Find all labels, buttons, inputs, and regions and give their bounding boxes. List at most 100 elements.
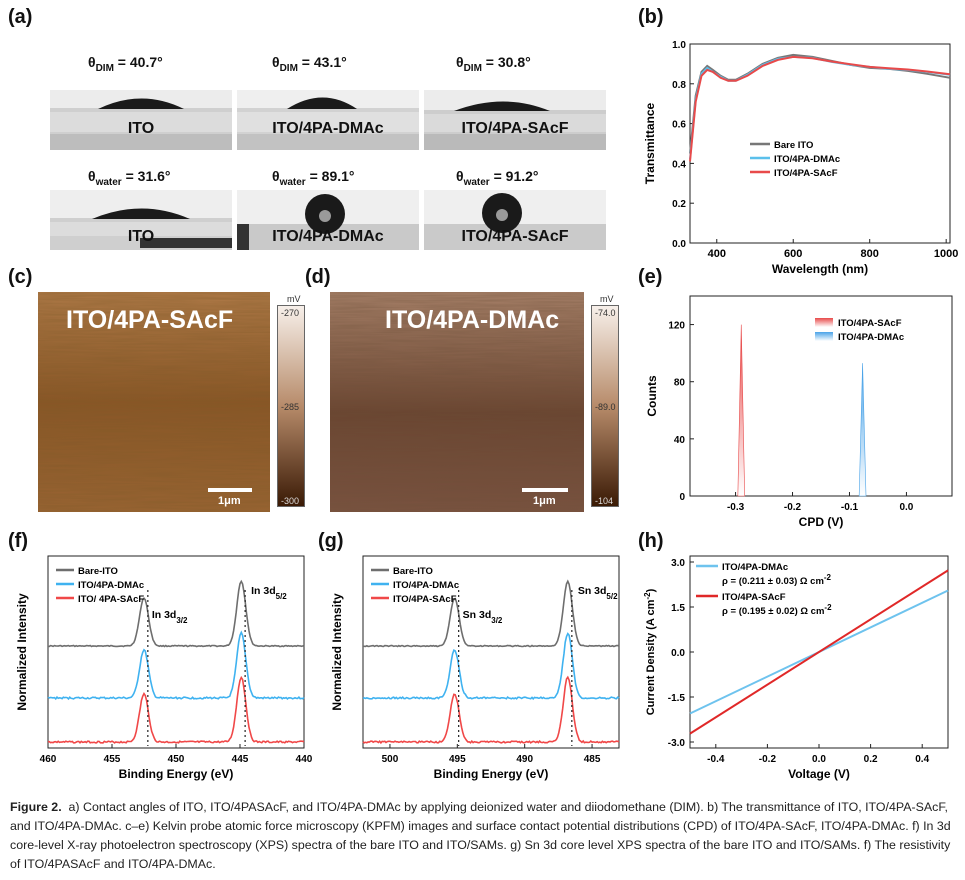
colorbar-mid: -285: [281, 402, 300, 412]
x-tick-label: 490: [516, 754, 533, 765]
x-tick-label: -0.1: [841, 502, 859, 513]
x-tick-label: 455: [104, 754, 121, 765]
angle-label-dim-sacf: θDIM = 30.8°: [456, 54, 531, 74]
spectrum-1: [47, 630, 305, 701]
x-axis-label: Voltage (V): [788, 767, 850, 781]
legend-swatch: [815, 318, 833, 327]
legend-label: ITO/4PA-DMAc: [722, 562, 788, 573]
scale-bar: [208, 488, 252, 492]
y-tick-label: 0.4: [672, 159, 686, 170]
panel-label-b: (b): [638, 6, 664, 28]
panel-label-h: (h): [638, 530, 664, 552]
x-tick-label: 400: [708, 248, 726, 260]
legend-label: ITO/4PA-DMAc: [838, 332, 904, 343]
colorbar-mid: -89.0: [595, 402, 616, 412]
y-tick-label: 0.0: [672, 239, 686, 250]
photo-dim-sacf: ITO/4PA-SAcF: [424, 90, 606, 150]
legend-label: ITO/ 4PA-SAcF: [78, 594, 144, 605]
photo-water-ito: ITO: [50, 190, 232, 250]
x-tick-label: 800: [861, 248, 879, 260]
distribution-peak-1: [858, 363, 867, 497]
x-tick-label: -0.3: [727, 502, 745, 513]
plot-frame: [689, 295, 953, 497]
y-tick-label: 0.0: [671, 648, 685, 659]
y-axis-label: Transmittance: [643, 102, 657, 184]
legend-label: Bare-ITO: [393, 566, 433, 577]
y-tick-label: 80: [674, 378, 686, 389]
colorbar-top: -270: [281, 308, 300, 318]
x-tick-label: 450: [168, 754, 185, 765]
x-tick-label: -0.2: [759, 754, 777, 765]
plot-frame: [689, 43, 951, 244]
y-axis-label: Normalized Intensity: [330, 593, 344, 711]
figure-caption-text: a) Contact angles of ITO, ITO/4PASAcF, a…: [10, 800, 951, 871]
colorbar-top: -74.0: [595, 308, 616, 318]
legend-swatch: [815, 332, 833, 341]
resistivity-label: ρ = (0.211 ± 0.03) Ω cm-2: [722, 573, 832, 588]
spectrum-2: [47, 675, 305, 744]
angle-label-dim-ito: θDIM = 40.7°: [88, 54, 163, 74]
xps-in3d-chart: 460 455 450 445 440 Binding Energy (eV) Normal…: [15, 555, 313, 781]
transmittance-chart: 400 600 800 1000 0.0 0.2 0.4 0.6 0.8 1.0 Wavelengt…: [643, 40, 958, 276]
x-tick-label: -0.4: [707, 754, 725, 765]
colorbar-unit: mV: [287, 294, 301, 304]
spectrum-2: [362, 675, 620, 745]
resistivity-label: ρ = (0.195 ± 0.02) Ω cm-2: [722, 603, 832, 618]
y-tick-label: 0.8: [672, 80, 686, 91]
x-tick-label: 600: [784, 248, 802, 260]
photo-water-dmac: ITO/4PA-DMAc: [237, 190, 419, 250]
colorbar-unit: mV: [600, 294, 614, 304]
x-tick-label: 0.4: [915, 754, 929, 765]
panel-label-g: (g): [318, 530, 344, 552]
colorbar-bottom: -300: [281, 496, 300, 506]
x-tick-label: 495: [449, 754, 466, 765]
y-tick-label: 120: [668, 321, 685, 332]
distribution-peak-0: [737, 324, 745, 497]
legend-label: ITO/4PA-SAcF: [393, 594, 457, 605]
y-tick-label: 1.0: [672, 40, 686, 51]
legend-label: ITO/4PA-DMAc: [774, 154, 840, 165]
y-tick-label: 40: [674, 435, 686, 446]
x-tick-label: 500: [382, 754, 399, 765]
colorbar-dmac: [591, 305, 619, 507]
substrate-label: ITO/4PA-DMAc: [272, 120, 384, 137]
figure-caption: Figure 2. a) Contact angles of ITO, ITO/…: [10, 798, 960, 874]
peak-annotation: In 3d5/2: [251, 585, 287, 601]
x-tick-label: 460: [40, 754, 57, 765]
panel-label-f: (f): [8, 530, 28, 552]
plot-frame: [362, 555, 620, 749]
kpfm-title: ITO/4PA-SAcF: [66, 306, 234, 334]
angle-label-dim-dmac: θDIM = 43.1°: [272, 54, 347, 74]
scale-bar: [522, 488, 568, 492]
peak-annotation: Sn 3d3/2: [463, 609, 503, 625]
x-tick-label: 445: [232, 754, 249, 765]
colorbar-bottom: -104: [595, 496, 614, 506]
substrate-label: ITO/4PA-SAcF: [461, 228, 569, 245]
figure-caption-label: Figure 2.: [10, 800, 62, 814]
angle-label-water-ito: θwater = 31.6°: [88, 168, 171, 188]
panel-label-c: (c): [8, 266, 33, 288]
panel-label-d: (d): [305, 266, 331, 288]
peak-annotation: In 3d3/2: [152, 609, 188, 625]
colorbar-sacf: [277, 305, 305, 507]
x-tick-label: 0.0: [899, 502, 913, 513]
spectrum-1: [362, 632, 620, 701]
y-tick-label: 0.2: [672, 199, 686, 210]
xps-sn3d-chart: 500 495 490 485 Binding Energy (eV) Normalize…: [330, 555, 620, 781]
y-axis-label: Current Density (A cm-2): [643, 588, 658, 715]
legend-label: ITO/4PA-DMAc: [393, 580, 459, 591]
kpfm-image-sacf: ITO/4PA-SAcF 1μm: [38, 292, 270, 512]
y-tick-label: -3.0: [668, 738, 686, 749]
photo-dim-dmac: ITO/4PA-DMAc: [237, 90, 419, 150]
substrate-label: ITO: [127, 228, 155, 245]
iv-line-1: [689, 569, 949, 735]
scale-label: 1μm: [218, 495, 241, 507]
legend-label: ITO/4PA-DMAc: [78, 580, 144, 591]
kpfm-title: ITO/4PA-DMAc: [385, 306, 560, 334]
panel-label-a: (a): [8, 6, 33, 28]
photo-water-sacf: ITO/4PA-SAcF: [424, 190, 606, 250]
x-axis-label: Binding Energy (eV): [119, 767, 234, 781]
x-tick-label: 440: [296, 754, 313, 765]
y-tick-label: -1.5: [668, 693, 686, 704]
legend-label: ITO/4PA-SAcF: [838, 318, 902, 329]
